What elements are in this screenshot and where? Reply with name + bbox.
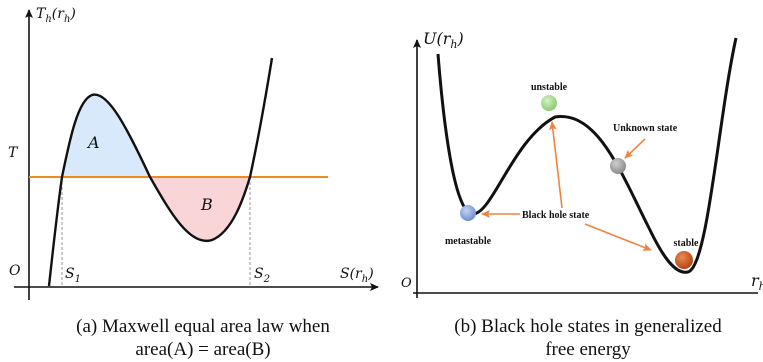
region-b-label: B bbox=[200, 195, 213, 214]
caption-b-line2: free energy bbox=[545, 339, 631, 360]
arrow-to-stable bbox=[584, 223, 652, 251]
caption-b-line1: (b) Black hole states in generalized bbox=[454, 316, 722, 337]
a-x-axis-label: S(rh) bbox=[340, 266, 374, 285]
metastable-label: metastable bbox=[445, 236, 492, 247]
unknown-state-label: Unknown state bbox=[613, 123, 678, 134]
a-y-axis-label: Th(rh) bbox=[36, 6, 76, 25]
b-x-axis-label: rh bbox=[751, 271, 763, 293]
arrow-to-unknown bbox=[624, 138, 646, 159]
unknown-state-ball bbox=[610, 158, 626, 174]
stable-label: stable bbox=[674, 238, 700, 249]
unstable-label: unstable bbox=[531, 82, 568, 93]
region-a-label: A bbox=[86, 133, 100, 152]
panel-a: Th(rh) S(rh) O T A B S1 S2 (a) Maxwell e… bbox=[8, 6, 379, 360]
caption-a-line2: area(A) = area(B) bbox=[135, 339, 270, 360]
temperature-curve bbox=[47, 57, 274, 287]
caption-a-line1: (a) Maxwell equal area law when bbox=[76, 316, 330, 337]
s1-label: S1 bbox=[65, 266, 81, 285]
black-hole-state-label: Black hole state bbox=[522, 210, 590, 221]
b-origin-label: O bbox=[401, 276, 412, 291]
unstable-ball bbox=[541, 95, 557, 111]
a-origin-label: O bbox=[9, 263, 21, 279]
region-a-fill bbox=[62, 94, 150, 177]
s2-label: S2 bbox=[254, 266, 270, 285]
b-y-axis-label: U(rh) bbox=[423, 29, 464, 51]
region-b-fill bbox=[150, 177, 250, 241]
stable-ball bbox=[675, 251, 693, 269]
temperature-label: T bbox=[8, 145, 19, 161]
panel-b: U(rh) rh O unstable Unknown state Black … bbox=[401, 29, 763, 360]
arrow-to-unstable bbox=[548, 121, 563, 209]
metastable-ball bbox=[460, 205, 476, 221]
